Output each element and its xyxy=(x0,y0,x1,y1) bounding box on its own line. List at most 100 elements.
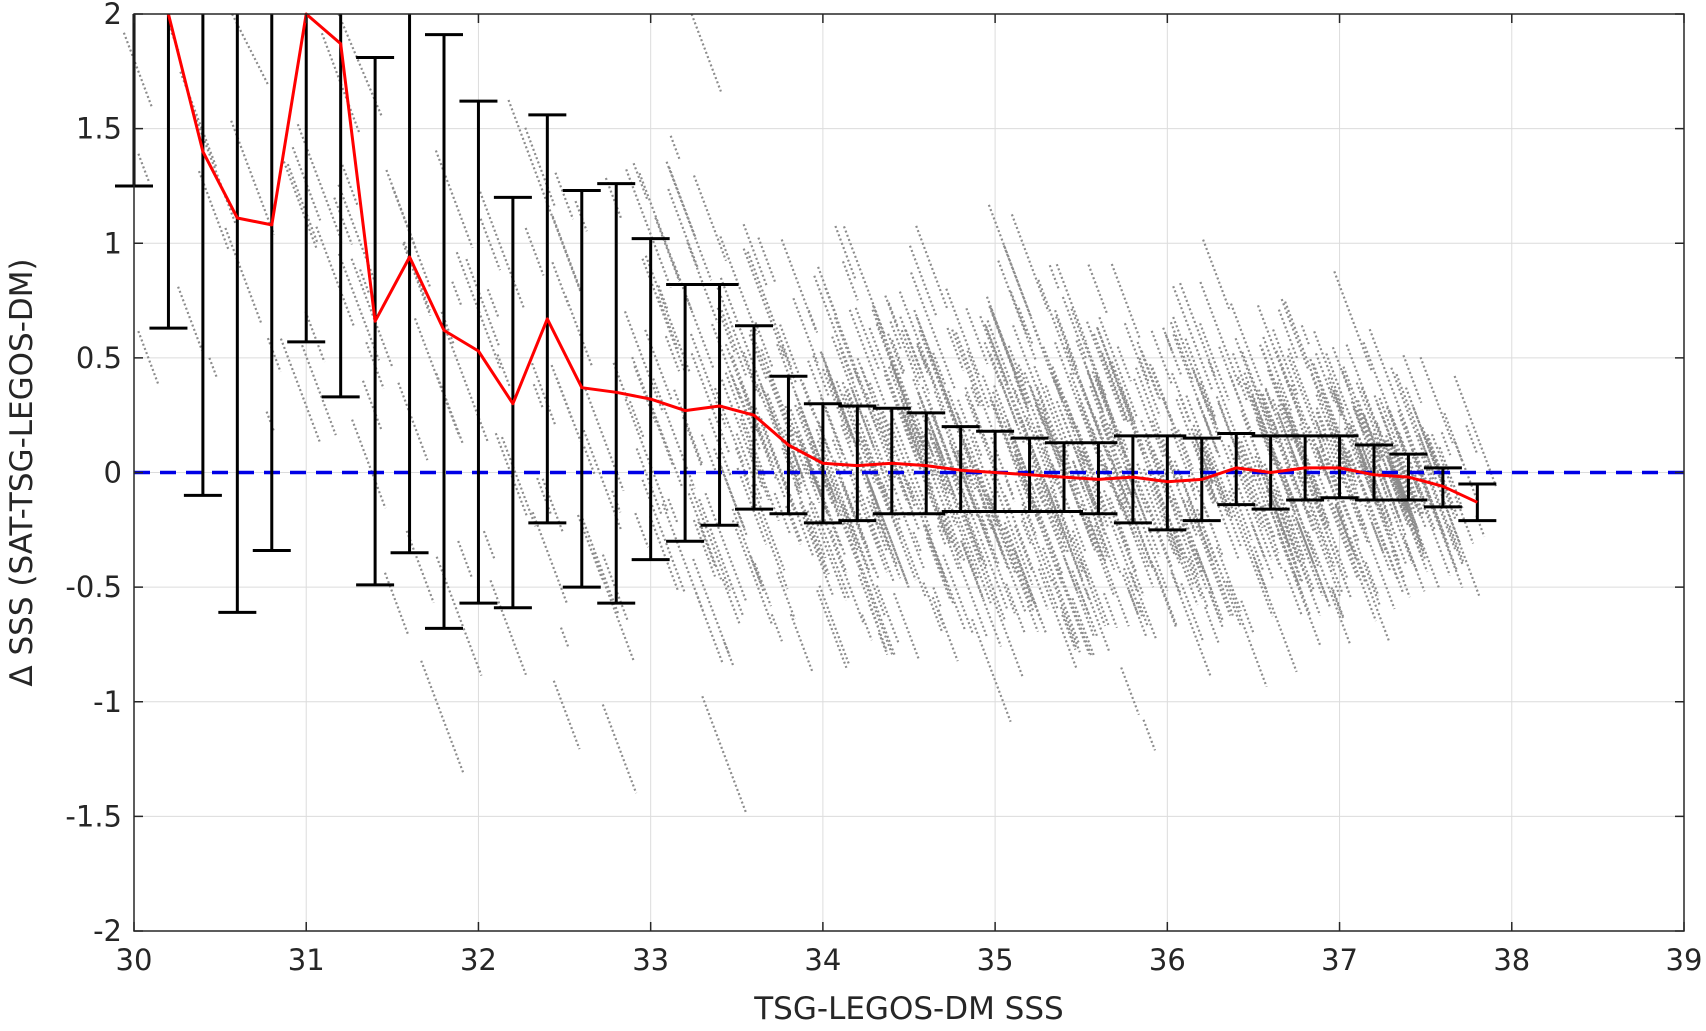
scatter-point-streak xyxy=(1020,419,1058,513)
scatter-point-streak xyxy=(1405,542,1418,572)
scatter-point-streak xyxy=(625,169,672,288)
scatter-point-streak xyxy=(723,641,735,668)
scatter-point-streak xyxy=(988,305,1030,410)
scatter-point-streak xyxy=(611,490,622,513)
scatter-point-streak xyxy=(716,307,737,355)
x-tick-label: 37 xyxy=(1321,943,1358,977)
scatter-point-streak xyxy=(265,411,275,432)
scatter-point-streak xyxy=(1128,418,1166,513)
scatter-point-streak xyxy=(1276,382,1320,492)
scatter-point-streak xyxy=(524,127,557,209)
scatter-point-streak xyxy=(990,498,1035,613)
scatter-point-streak xyxy=(1203,467,1240,560)
scatter-point-streak xyxy=(854,307,881,372)
scatter-point-streak xyxy=(1061,296,1088,361)
scatter-point-streak xyxy=(1391,550,1411,598)
scatter-point-streak xyxy=(1362,414,1383,461)
scatter-point-streak xyxy=(1310,373,1325,407)
scatter-point-streak xyxy=(1317,474,1360,580)
scatter-point-streak xyxy=(933,462,980,581)
scatter-point-streak xyxy=(669,135,681,160)
scatter-point-streak xyxy=(1267,503,1304,596)
scatter-point-streak xyxy=(1015,371,1030,404)
scatter-point-streak xyxy=(971,404,999,472)
scatter-point-streak xyxy=(951,329,982,407)
scatter-point-streak xyxy=(1172,285,1214,392)
scatter-point-streak xyxy=(1315,446,1345,519)
scatter-point-streak xyxy=(1397,410,1409,435)
scatter-point-streak xyxy=(638,172,681,281)
scatter-point-streak xyxy=(818,585,851,666)
scatter-point-streak xyxy=(1475,515,1486,538)
scatter-point-streak xyxy=(1235,442,1280,554)
scatter-point-streak xyxy=(690,353,730,453)
scatter-point-streak xyxy=(1017,307,1034,344)
scatter-point-streak xyxy=(896,498,925,569)
scatter-point-streak xyxy=(1193,443,1217,501)
scatter-point-streak xyxy=(435,373,465,445)
scatter-point-streak xyxy=(714,283,758,393)
y-tick-label: -1.5 xyxy=(65,799,122,833)
scatter-point-streak xyxy=(1188,480,1198,502)
scatter-point-streak xyxy=(980,519,1000,565)
scatter-point-streak xyxy=(1364,504,1392,572)
x-tick-label: 35 xyxy=(977,943,1014,977)
scatter-point-streak xyxy=(701,695,748,814)
scatter-point-streak xyxy=(1273,549,1283,569)
scatter-point-streak xyxy=(1056,564,1093,658)
scatter-point-streak xyxy=(1034,404,1045,427)
scatter-point-streak xyxy=(1003,522,1038,608)
scatter-point-streak xyxy=(1179,282,1217,377)
scatter-point-streak xyxy=(1277,533,1322,647)
scatter-point-streak xyxy=(1065,347,1089,404)
scatter-point-streak xyxy=(1368,328,1409,432)
scatter-point-streak xyxy=(1173,460,1213,559)
scatter-point-streak xyxy=(648,515,680,592)
scatter-point-streak xyxy=(749,556,763,585)
error-bar xyxy=(287,14,326,344)
scatter-point-streak xyxy=(1352,534,1381,606)
scatter-point-streak xyxy=(664,335,681,372)
scatter-point-streak xyxy=(947,390,965,433)
scatter-point-streak xyxy=(848,309,887,405)
scatter-point-streak xyxy=(800,512,834,595)
scatter-point-streak xyxy=(966,350,990,408)
scatter-point-streak xyxy=(889,363,937,483)
scatter-point-streak xyxy=(1091,371,1134,478)
scatter-point-streak xyxy=(829,530,848,574)
scatter-point-streak xyxy=(1054,495,1073,541)
scatter-point-streak xyxy=(1101,352,1130,423)
scatter-point-streak xyxy=(1274,497,1322,616)
scatter-point-streak xyxy=(1202,239,1232,312)
scatter-point-streak xyxy=(632,162,649,201)
scatter-point-streak xyxy=(1234,337,1275,441)
scatter-point-streak xyxy=(969,436,995,498)
scatter-point-streak xyxy=(667,498,679,523)
scatter-point-streak xyxy=(820,471,843,525)
scatter-point-streak xyxy=(1076,448,1090,479)
scatter-point-streak xyxy=(1280,298,1310,370)
scatter-point-streak xyxy=(990,520,1027,614)
scatter-point-streak xyxy=(858,431,892,516)
scatter-point-streak xyxy=(956,452,989,531)
scatter-point-streak xyxy=(742,248,786,359)
scatter-point-streak xyxy=(1240,600,1255,633)
scatter-point-streak xyxy=(531,511,568,604)
scatter-point-streak xyxy=(922,582,943,632)
scatter-point-streak xyxy=(192,111,238,226)
scatter-point-streak xyxy=(692,175,728,262)
scatter-point-streak xyxy=(1380,508,1394,537)
scatter-point-streak xyxy=(1267,445,1315,565)
scatter-point-streak xyxy=(1071,597,1096,658)
scatter-point-streak xyxy=(1005,480,1016,503)
scatter-point-streak xyxy=(871,309,914,417)
scatter-point-streak xyxy=(932,352,947,386)
scatter-point-streak xyxy=(1020,520,1032,545)
grid-lines xyxy=(134,14,1684,931)
scatter-point-streak xyxy=(1251,524,1266,560)
scatter-point-streak xyxy=(1005,583,1027,635)
scatter-point-streak xyxy=(1286,355,1325,452)
y-tick-label: 1.5 xyxy=(76,112,122,146)
scatter-point-streak xyxy=(921,386,954,466)
scatter-point-streak xyxy=(1075,425,1096,474)
